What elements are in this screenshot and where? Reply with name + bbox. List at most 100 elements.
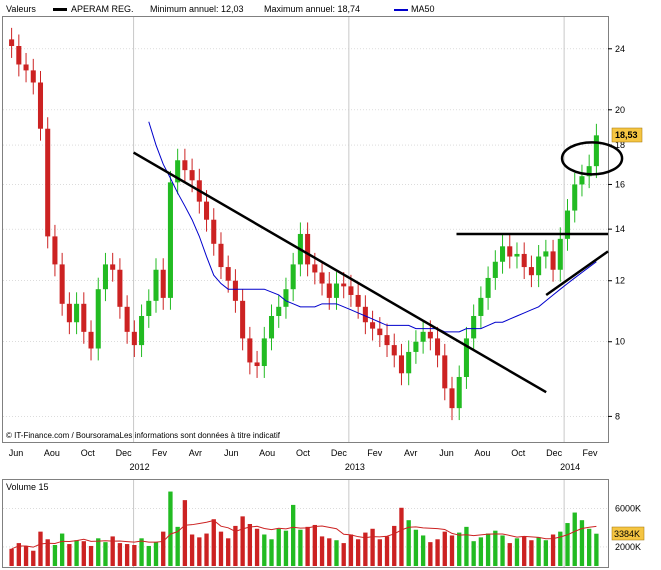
- price-tick-label: 20: [615, 105, 625, 115]
- volume-bar: [189, 534, 195, 566]
- candle-body: [182, 160, 188, 171]
- price-tick-label: 24: [615, 44, 625, 54]
- annotations: [132, 141, 624, 394]
- candle-body: [218, 243, 224, 268]
- volume-bar: [291, 504, 296, 566]
- volume-bar: [478, 537, 484, 566]
- volume-bar: [392, 525, 397, 566]
- volume-bar: [52, 545, 58, 566]
- volume-bar: [139, 538, 144, 566]
- ma50-line: [148, 121, 597, 333]
- month-label: Avr: [404, 448, 417, 458]
- volume-bar: [233, 525, 238, 566]
- volume-bar: [550, 534, 556, 566]
- candle-body: [74, 303, 80, 323]
- volume-bar: [399, 507, 404, 566]
- volume-bar: [45, 539, 50, 566]
- volume-bar: [406, 520, 411, 566]
- volume-bar: [442, 531, 447, 566]
- volume-bar: [587, 528, 592, 566]
- volume-bar: [449, 535, 455, 566]
- month-label: Fev: [152, 448, 168, 458]
- volume-bar: [16, 543, 21, 566]
- candle-body: [261, 338, 267, 367]
- candle-body: [30, 70, 36, 83]
- volume-bar: [254, 528, 260, 566]
- candle-body: [362, 306, 368, 323]
- volume-bar: [522, 536, 527, 566]
- volume-bar: [67, 544, 72, 566]
- candle-body: [435, 338, 441, 356]
- candle-body: [514, 253, 520, 257]
- candle-body: [66, 303, 72, 323]
- candle-body: [16, 46, 22, 65]
- month-label: Avr: [189, 448, 202, 458]
- volume-bar: [500, 535, 505, 566]
- candle-body: [283, 289, 289, 307]
- candle-body: [146, 300, 152, 316]
- candle-body: [449, 388, 455, 409]
- volume-bar: [543, 540, 549, 566]
- volume-bar: [529, 540, 534, 566]
- volume-bar: [305, 526, 310, 566]
- max-annual: Maximum annuel: 18,74: [264, 4, 360, 14]
- price-tick-label: 16: [615, 179, 625, 189]
- price-tick-label: 18: [615, 140, 625, 150]
- candle-body: [81, 303, 87, 332]
- legend-label: Valeurs: [6, 4, 36, 14]
- price-tick-label: 10: [615, 337, 625, 347]
- candle-body: [391, 345, 397, 356]
- volume-bar: [435, 539, 440, 566]
- volume-bar: [204, 533, 209, 566]
- volume-bar: [413, 529, 419, 566]
- volume-bar: [377, 539, 382, 566]
- volume-bar: [327, 538, 332, 566]
- volume-bar: [88, 545, 94, 566]
- candle-body: [124, 306, 130, 332]
- month-label: Aou: [474, 448, 490, 458]
- volume-bar: [464, 526, 469, 566]
- volume-bar: [81, 541, 86, 566]
- volume-bar: [153, 542, 159, 566]
- candle-body: [52, 236, 58, 265]
- volume-bar: [485, 533, 491, 566]
- month-label: Oct: [511, 448, 526, 458]
- candle-body: [406, 351, 412, 374]
- candle-body: [485, 277, 491, 298]
- volume-bar: [594, 533, 599, 566]
- month-label: Jun: [9, 448, 24, 458]
- candle-body: [370, 322, 376, 329]
- year-label: 2013: [345, 462, 365, 472]
- volume-bar: [312, 524, 317, 566]
- candle-body: [254, 362, 260, 367]
- volume-bar: [558, 531, 563, 566]
- volume-tick-label: 6000K: [615, 504, 641, 514]
- candle-body: [463, 338, 469, 377]
- volume-bar: [355, 539, 361, 566]
- candle-body: [23, 64, 29, 71]
- support-line: [545, 250, 609, 296]
- volume-bar: [276, 528, 281, 566]
- volume-bar: [536, 537, 541, 566]
- candle-body: [37, 82, 44, 129]
- ma50-swatch: [394, 9, 408, 11]
- volume-bar: [514, 538, 520, 566]
- candle-body: [268, 315, 275, 339]
- volume-bar: [348, 534, 354, 566]
- candle-body: [398, 355, 404, 374]
- candle-body: [521, 253, 527, 268]
- horizontal-grid: [3, 48, 608, 417]
- series-swatch: [53, 8, 67, 11]
- candle-body: [500, 246, 506, 262]
- month-label: Aou: [259, 448, 275, 458]
- candle-body: [579, 176, 585, 185]
- time-axis: Jun Aou Oct Dec Fev Avr Jun Aou Oct Dec Fev Avr Jun A…: [9, 448, 598, 472]
- price-axis: 8 10 12 14 16 18 20 24: [608, 44, 625, 421]
- chart-legend: Valeurs APERAM REG. Minimum annuel: 12,0…: [6, 4, 435, 14]
- candle-body: [312, 264, 318, 273]
- candle-body: [290, 264, 296, 290]
- volume-bar: [428, 542, 433, 566]
- volume-bar: [161, 531, 166, 566]
- candle-body: [305, 233, 311, 265]
